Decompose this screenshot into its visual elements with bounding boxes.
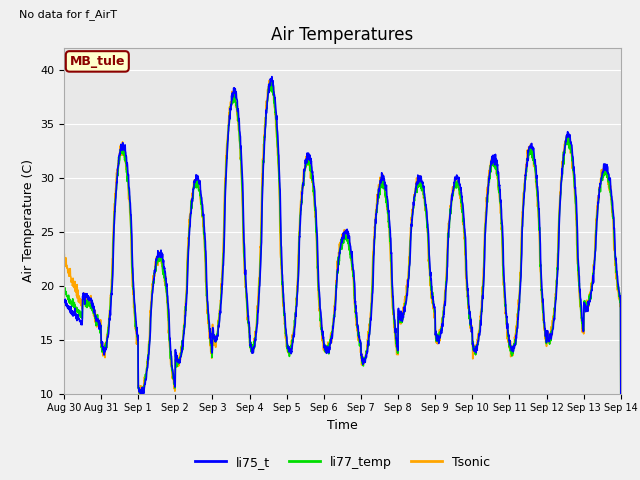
- Text: MB_tule: MB_tule: [70, 55, 125, 68]
- Y-axis label: Air Temperature (C): Air Temperature (C): [22, 159, 35, 282]
- Title: Air Temperatures: Air Temperatures: [271, 25, 413, 44]
- Legend: li75_t, li77_temp, Tsonic: li75_t, li77_temp, Tsonic: [189, 451, 495, 474]
- X-axis label: Time: Time: [327, 419, 358, 432]
- Text: No data for f_AirT: No data for f_AirT: [19, 10, 118, 20]
